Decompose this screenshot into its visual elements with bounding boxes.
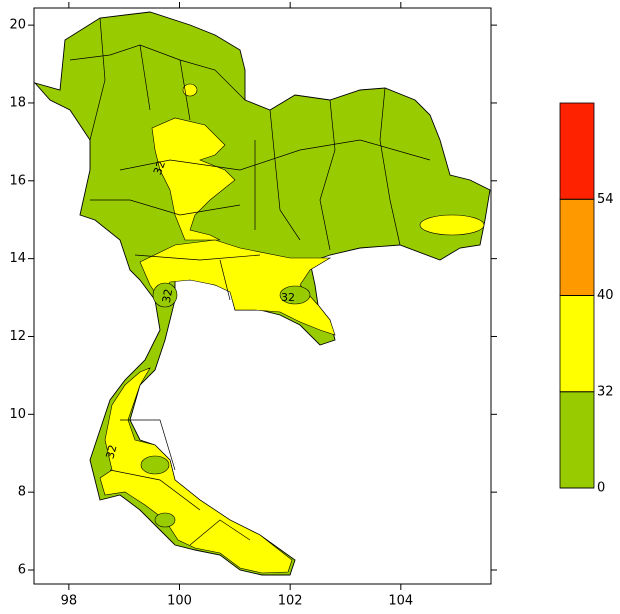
y-tick-label: 18 [9,95,26,110]
colorbar-band [559,198,595,296]
green-patch [279,285,311,305]
colorbar-label: 32 [597,384,614,399]
yellow-south [99,367,293,574]
x-tick-label: 98 [61,594,78,609]
province-line [69,17,431,546]
y-tick-label: 12 [9,329,26,344]
province-lines [69,17,431,546]
plot-frame [33,7,492,585]
y-tick-label: 10 [9,407,26,422]
yellow-central [151,117,236,241]
yellow-north [182,83,198,97]
colorbar-band [559,295,595,393]
green-patch [154,512,176,528]
y-tick-label: 8 [18,485,26,500]
y-tick-label: 16 [9,173,26,188]
yellow-east [419,214,485,236]
contour-label: 32 [151,159,168,177]
contour-label: 32 [160,288,175,304]
colorbar: 0 32 40 54 [559,102,614,496]
green-patch [152,282,178,308]
colorbar-band [559,102,595,200]
colorbar-label: 54 [597,192,614,207]
yellow-zones [99,83,485,574]
yellow-gulf [139,239,336,336]
green-patches [140,282,311,528]
y-tick-label: 20 [9,18,26,33]
contour-label: 32 [103,443,119,460]
map-area [33,11,491,576]
green-patch [140,455,170,475]
contour-label: 32 [281,291,295,304]
x-tick-label: 102 [278,594,303,609]
colorbar-label: 40 [597,288,614,303]
x-tick-label: 100 [167,594,192,609]
colorbar-label: 0 [597,481,605,496]
y-tick-label: 6 [18,562,26,577]
colorbar-band [559,391,595,489]
x-tick-label: 104 [388,594,413,609]
y-tick-label: 14 [9,251,26,266]
